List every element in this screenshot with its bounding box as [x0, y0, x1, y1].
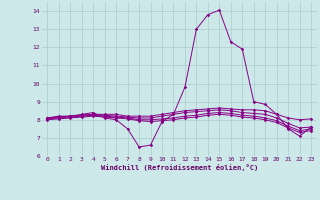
- X-axis label: Windchill (Refroidissement éolien,°C): Windchill (Refroidissement éolien,°C): [100, 164, 258, 171]
